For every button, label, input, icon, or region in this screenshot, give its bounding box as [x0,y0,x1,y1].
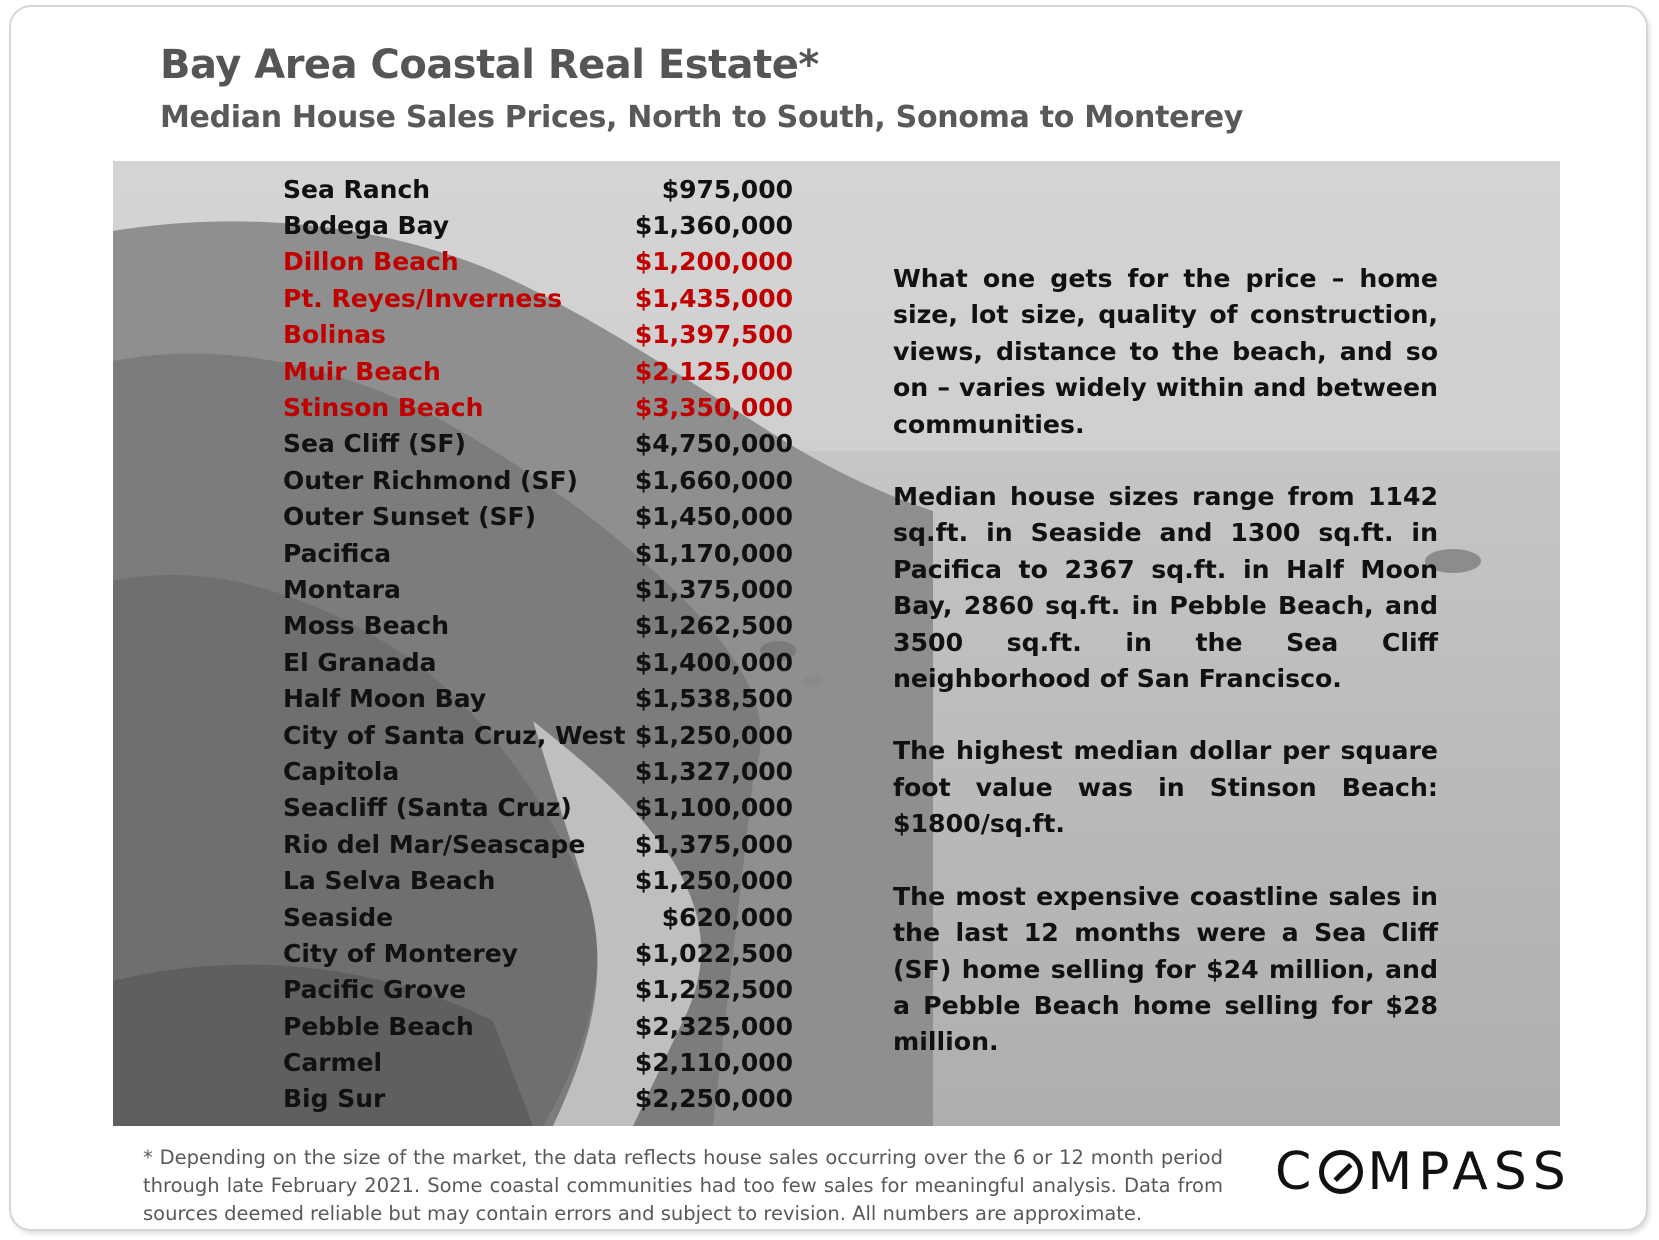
median-price: $1,327,000 [634,756,793,786]
community-name: Rio del Mar/Seascape [283,829,586,859]
community-name: Half Moon Bay [283,684,487,714]
table-row: Moss Beach $1,262,500 [283,608,793,644]
median-price: $3,350,000 [634,393,793,423]
median-price: $1,375,000 [634,574,793,604]
coastline-background-photo: Sea Ranch $975,000 Bodega Bay $1,360,000 Dil… [113,161,1560,1126]
table-row: Montara $1,375,000 [283,571,793,607]
table-row: Seaside $620,000 [283,899,793,935]
community-name: Bolinas [283,320,386,350]
median-price: $1,538,500 [634,684,793,714]
note-paragraph: Median house sizes range from 1142 sq.ft… [893,482,1438,694]
table-row: Muir Beach $2,125,000 [283,353,793,389]
community-name: Pacifica [283,538,392,568]
logo-text-end: MPASS [1367,1142,1572,1202]
median-price: $1,400,000 [634,647,793,677]
table-row: Bolinas $1,397,500 [283,317,793,353]
logo-text-start: C [1275,1142,1318,1202]
table-row: Sea Cliff (SF) $4,750,000 [283,426,793,462]
median-price: $1,375,000 [634,829,793,859]
community-name: El Granada [283,647,437,677]
table-row: City of Santa Cruz, West $1,250,000 [283,717,793,753]
community-name: Carmel [283,1048,383,1078]
table-row: Outer Richmond (SF) $1,660,000 [283,462,793,498]
community-name: Seacliff (Santa Cruz) [283,793,572,823]
community-name: City of Monterey [283,938,518,968]
community-name: Sea Cliff (SF) [283,429,466,459]
median-price: $4,750,000 [634,429,793,459]
community-name: City of Santa Cruz, West [283,720,626,750]
median-price: $2,325,000 [634,1011,793,1041]
community-name: Outer Sunset (SF) [283,502,537,532]
note-paragraph: What one gets for the price – home size,… [893,264,1438,439]
table-row: Big Sur $2,250,000 [283,1081,793,1117]
median-price: $2,110,000 [634,1048,793,1078]
compass-o-icon [1319,1150,1364,1194]
median-price: $1,360,000 [634,211,793,241]
table-row: Pebble Beach $2,325,000 [283,1008,793,1044]
median-price: $1,100,000 [634,793,793,823]
table-row: Bodega Bay $1,360,000 [283,207,793,243]
coastline-illustration [113,161,1560,1126]
table-row: La Selva Beach $1,250,000 [283,862,793,898]
community-name: Outer Richmond (SF) [283,465,578,495]
median-price: $1,250,000 [634,720,793,750]
note-paragraph: The most expensive coastline sales in th… [893,881,1438,1057]
table-row: Sea Ranch $975,000 [283,171,793,207]
table-row: Outer Sunset (SF) $1,450,000 [283,499,793,535]
page-title: Bay Area Coastal Real Estate* [160,42,819,88]
median-price: $2,125,000 [634,356,793,386]
median-price: $1,450,000 [634,502,793,532]
community-name: Bodega Bay [283,211,450,241]
community-name: Pt. Reyes/Inverness [283,283,563,313]
median-price: $1,435,000 [634,283,793,313]
table-row: Seacliff (Santa Cruz) $1,100,000 [283,790,793,826]
median-price: $1,200,000 [634,247,793,277]
page-subtitle: Median House Sales Prices, North to Sout… [160,100,1243,135]
table-row: Pt. Reyes/Inverness $1,435,000 [283,280,793,316]
median-price: $1,250,000 [634,866,793,896]
median-price: $1,252,500 [634,975,793,1005]
table-row: Pacific Grove $1,252,500 [283,972,793,1008]
table-row: El Granada $1,400,000 [283,644,793,680]
median-price: $1,262,500 [634,611,793,641]
table-row: Half Moon Bay $1,538,500 [283,680,793,716]
median-price: $2,250,000 [634,1084,793,1114]
median-price: $1,660,000 [634,465,793,495]
notes-panel: What one gets for the price – home size,… [893,261,1438,1097]
compass-logo: C MPASS [1275,1142,1572,1202]
community-name: Stinson Beach [283,393,484,423]
table-row: City of Monterey $1,022,500 [283,935,793,971]
prices-table: Sea Ranch $975,000 Bodega Bay $1,360,000 Dil… [283,171,793,1117]
table-row: Dillon Beach $1,200,000 [283,244,793,280]
community-name: Sea Ranch [283,174,431,204]
table-row: Pacifica $1,170,000 [283,535,793,571]
median-price: $975,000 [661,174,793,204]
community-name: Big Sur [283,1084,386,1114]
community-name: Seaside [283,902,394,932]
community-name: Pacific Grove [283,975,467,1005]
table-row: Carmel $2,110,000 [283,1044,793,1080]
table-row: Capitola $1,327,000 [283,753,793,789]
community-name: Muir Beach [283,356,441,386]
community-name: Capitola [283,756,400,786]
community-name: La Selva Beach [283,866,496,896]
median-price: $1,022,500 [634,938,793,968]
note-paragraph: The highest median dollar per square foo… [893,736,1438,839]
community-name: Moss Beach [283,611,450,641]
footnote: * Depending on the size of the market, t… [143,1146,1223,1225]
table-row: Stinson Beach $3,350,000 [283,389,793,425]
community-name: Pebble Beach [283,1011,474,1041]
median-price: $1,170,000 [634,538,793,568]
community-name: Dillon Beach [283,247,459,277]
median-price: $620,000 [661,902,793,932]
table-row: Rio del Mar/Seascape $1,375,000 [283,826,793,862]
community-name: Montara [283,574,401,604]
median-price: $1,397,500 [634,320,793,350]
